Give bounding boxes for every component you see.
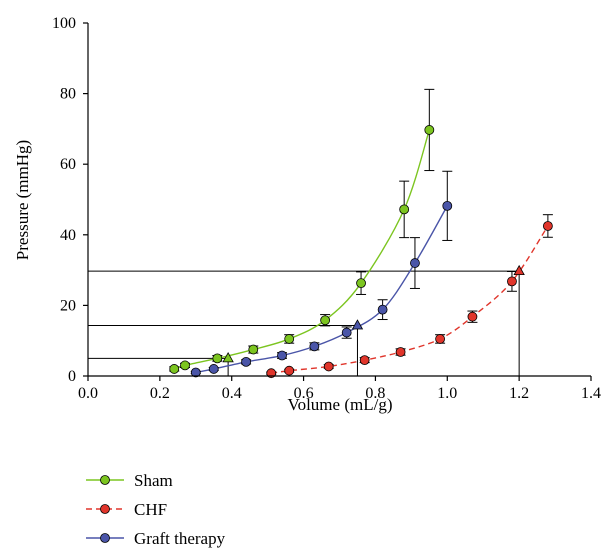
data-point	[467, 311, 478, 322]
data-point	[377, 304, 388, 315]
legend-label: Sham	[134, 471, 173, 490]
data-point	[284, 365, 295, 376]
reference-line	[88, 325, 358, 376]
x-tick-label: 0.6	[294, 385, 314, 402]
legend: Sham CHF Graft therapy	[86, 471, 226, 548]
data-point	[341, 327, 352, 338]
data-point	[399, 204, 410, 215]
y-tick-label: 60	[60, 156, 76, 173]
data-point	[248, 344, 259, 355]
series-graft-therapy	[190, 170, 453, 378]
threshold-marker	[513, 264, 525, 276]
legend-marker	[100, 504, 110, 514]
series-sham	[169, 88, 435, 374]
series-line	[271, 225, 549, 374]
data-point	[309, 341, 320, 352]
data-point	[435, 334, 446, 344]
data-point	[542, 221, 553, 231]
legend-label: CHF	[134, 500, 167, 519]
x-tick-label: 1.4	[581, 385, 601, 402]
data-point	[277, 350, 287, 361]
data-point	[208, 364, 219, 374]
y-tick-label: 100	[52, 15, 76, 32]
data-point	[284, 334, 295, 344]
x-axis: 0.0 0.2 0.4 0.6 0.8 1.0 1.2 1.4	[78, 375, 601, 402]
data-point	[241, 356, 251, 367]
data-point	[442, 200, 453, 211]
x-tick-label: 0.8	[365, 385, 385, 402]
data-point	[395, 347, 406, 357]
series-line	[195, 205, 448, 374]
data-point	[180, 360, 190, 371]
data-point	[359, 355, 370, 366]
x-axis-title: Volume (mL/g)	[288, 395, 393, 414]
data-point	[169, 364, 180, 374]
data-point	[356, 278, 366, 289]
x-tick-label: 1.2	[509, 385, 529, 402]
legend-label: Graft therapy	[134, 529, 226, 548]
threshold-marker	[222, 352, 234, 363]
legend-item: Sham	[86, 471, 173, 490]
threshold-marker	[351, 319, 364, 330]
data-point	[323, 361, 334, 372]
data-point	[190, 367, 201, 378]
plot-series	[169, 88, 553, 379]
series-chf	[266, 214, 553, 379]
data-point	[507, 276, 517, 287]
y-axis-title: Pressure (mmHg)	[13, 140, 32, 260]
legend-marker	[100, 533, 110, 543]
reference-lines	[88, 270, 520, 376]
data-point	[320, 315, 331, 326]
y-tick-label: 80	[60, 86, 76, 103]
legend-item: Graft therapy	[86, 529, 226, 548]
legend-item: CHF	[86, 500, 167, 519]
x-tick-label: 0.4	[222, 385, 242, 402]
series-line	[173, 129, 430, 370]
x-tick-label: 0.2	[150, 385, 170, 402]
data-point	[212, 353, 223, 364]
data-point	[424, 125, 435, 135]
y-axis: 0 20 40 60 80 100	[52, 15, 89, 385]
y-tick-label: 20	[60, 297, 76, 314]
reference-line	[88, 270, 520, 376]
y-tick-label: 0	[68, 368, 76, 385]
legend-marker	[100, 475, 110, 485]
data-point	[410, 258, 420, 268]
x-tick-label: 0.0	[78, 385, 98, 402]
x-tick-label: 1.0	[437, 385, 457, 402]
y-tick-label: 40	[60, 227, 76, 244]
